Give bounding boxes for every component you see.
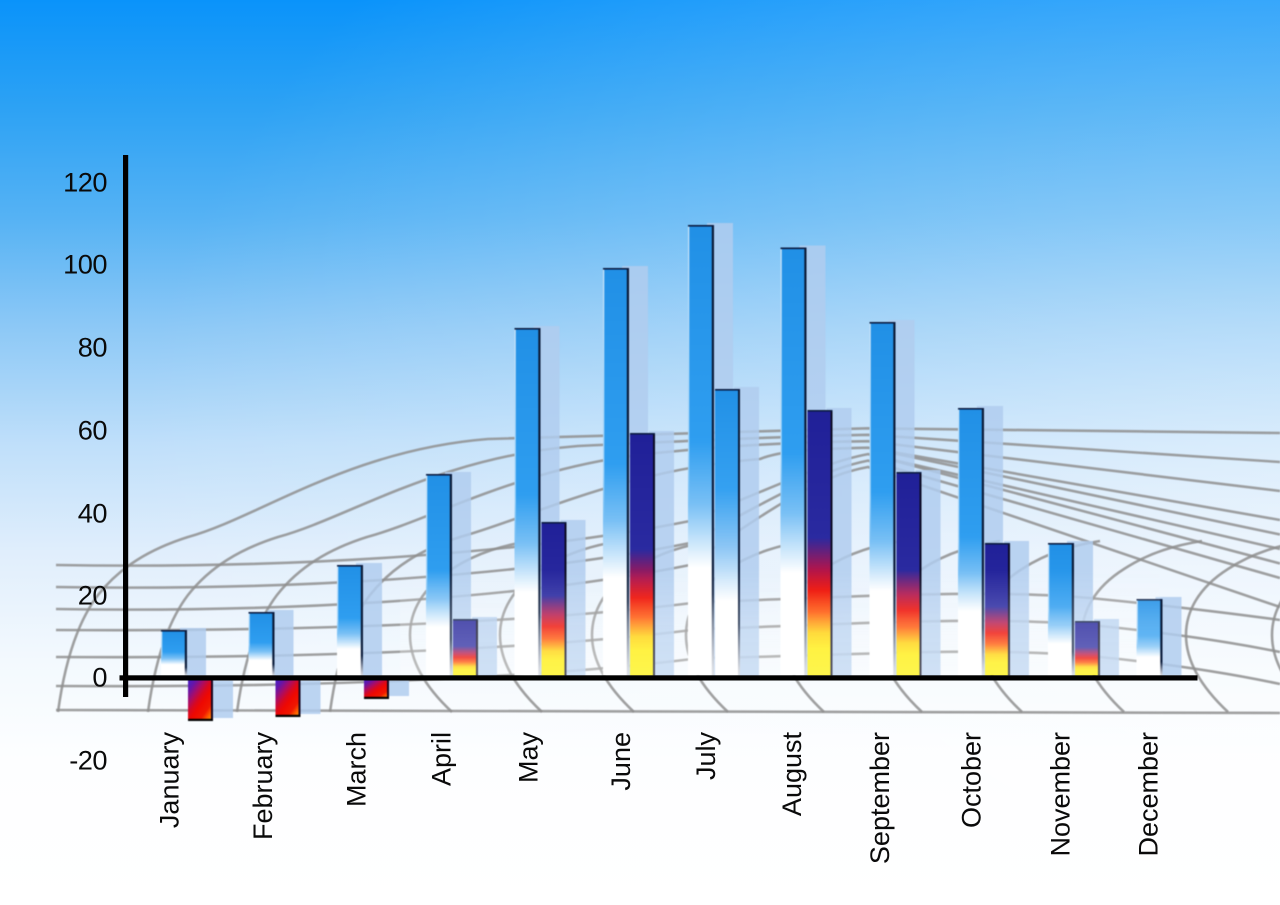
svg-text:September: September [865,732,895,864]
svg-text:May: May [514,732,544,784]
svg-text:October: October [956,732,986,828]
svg-text:60: 60 [78,415,108,446]
svg-text:100: 100 [63,249,107,280]
svg-text:December: December [1134,732,1164,857]
svg-text:February: February [248,732,278,841]
svg-text:March: March [341,732,371,807]
svg-text:August: August [777,732,807,817]
svg-text:April: April [427,732,457,786]
svg-text:July: July [691,732,721,781]
svg-text:80: 80 [78,332,108,363]
svg-text:November: November [1046,732,1076,857]
svg-text:June: June [606,732,636,791]
svg-text:20: 20 [78,580,108,611]
svg-text:40: 40 [78,498,108,529]
svg-text:0: 0 [92,662,107,693]
svg-text:-20: -20 [69,745,107,776]
svg-text:January: January [155,732,185,829]
svg-text:120: 120 [63,167,107,198]
